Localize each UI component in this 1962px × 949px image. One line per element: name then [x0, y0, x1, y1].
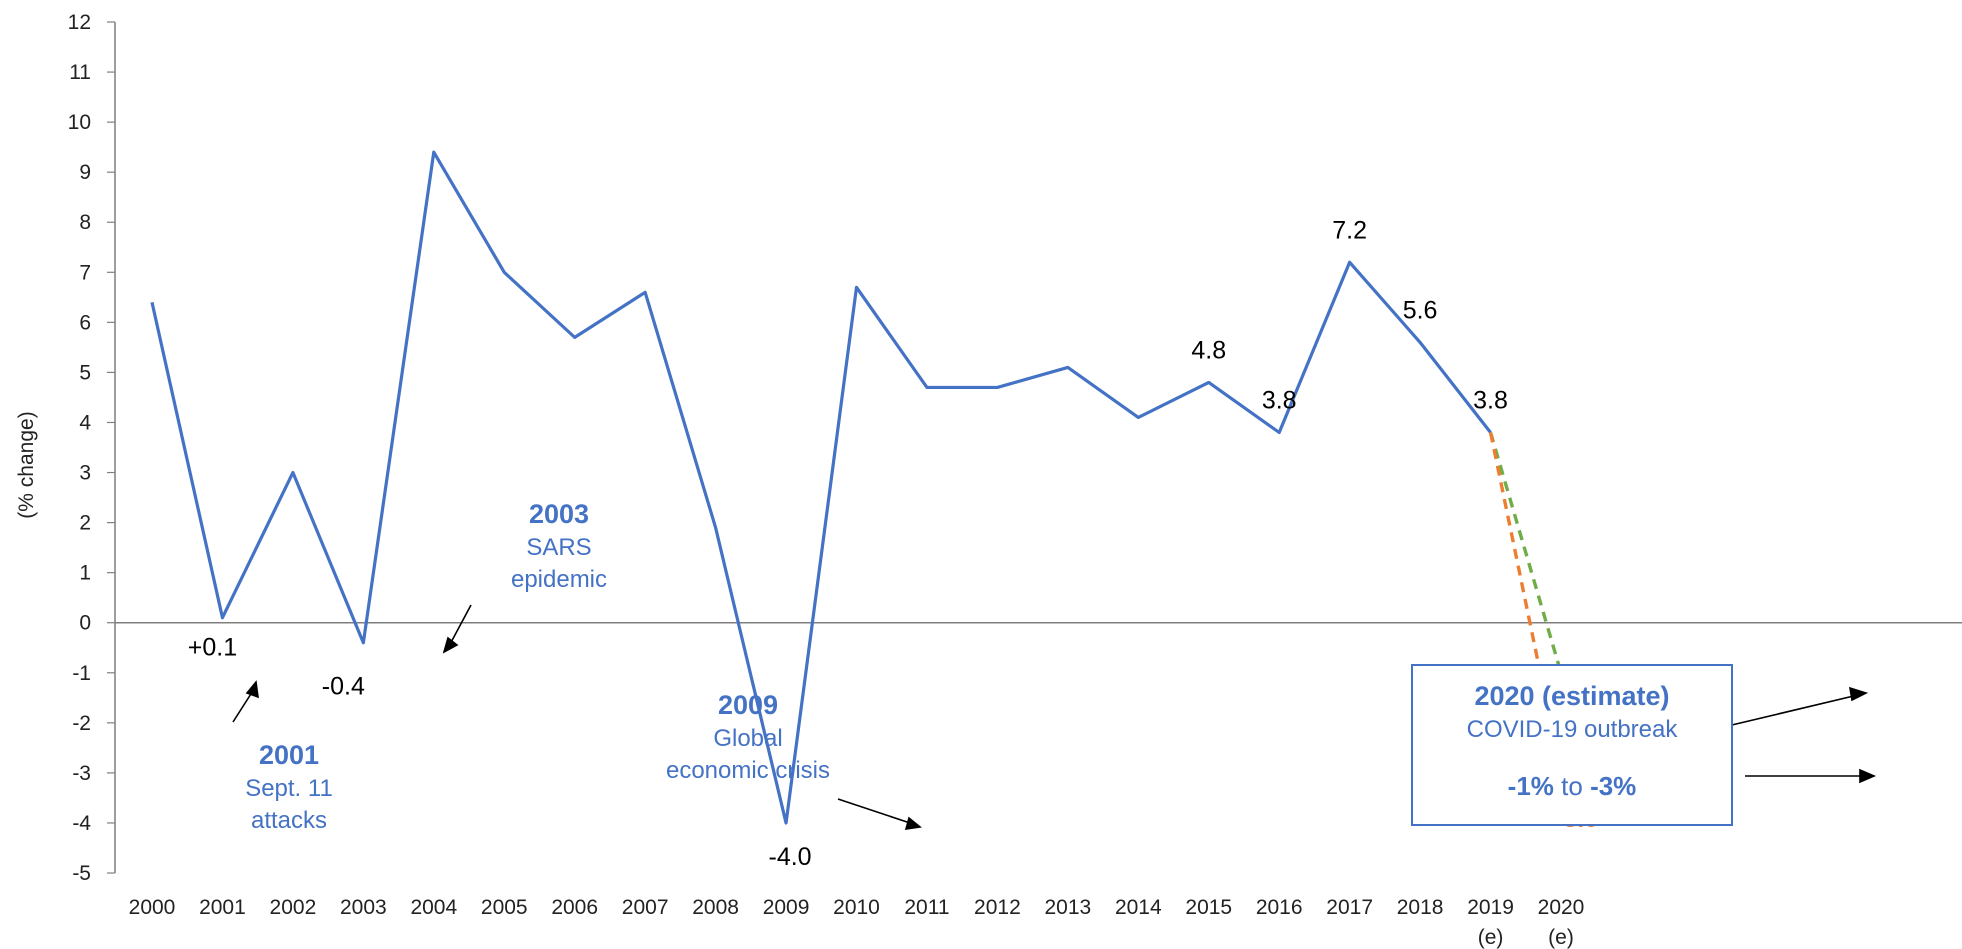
arrow-head-estimate-1 [1848, 686, 1869, 702]
data-labels: +0.1 -0.4 -4.0 4.8 3.8 7.2 5.6 3.8 [188, 216, 1508, 871]
annotation-2001-line-1: Sept. 11 [245, 775, 333, 802]
estimate-range-mid: to [1554, 771, 1590, 801]
series-line [150, 150, 1492, 825]
data-label: 5.6 [1403, 296, 1438, 324]
arrows [232, 604, 1877, 830]
y-tick-label: 2 [79, 512, 91, 535]
estimate-box: 2020 (estimate) COVID-19 outbreak -1% to… [1411, 664, 1733, 826]
x-tick-label: 2001 [199, 896, 246, 919]
y-tick-label: 10 [68, 111, 91, 134]
y-tick-label: -1 [72, 662, 91, 685]
x-tick-label: 2016 [1256, 896, 1303, 919]
axes [107, 21, 1962, 874]
x-tick-label: 2009 [763, 896, 810, 919]
data-label: 7.2 [1332, 216, 1367, 244]
annotation-2009: 2009 Global economic crisis [666, 690, 830, 784]
arrow-head-2009 [904, 816, 922, 830]
annotation-2003-line-1: SARS [526, 534, 591, 561]
y-tick-label: 5 [79, 361, 91, 384]
data-label: 4.8 [1191, 336, 1226, 364]
x-tick-sublabel: (e) [1548, 926, 1574, 949]
x-tick-label: 2013 [1044, 896, 1091, 919]
data-label: +0.1 [188, 634, 237, 662]
estimate-box-subtitle: COVID-19 outbreak [1467, 716, 1679, 743]
annotation-2003-year: 2003 [529, 499, 589, 529]
annotation-2009-year: 2009 [718, 690, 778, 720]
y-tick-label: 12 [68, 11, 91, 34]
annotation-2009-line-2: economic crisis [666, 757, 830, 784]
x-tick-label: 2008 [692, 896, 739, 919]
estimate-box-frame [1411, 664, 1733, 826]
data-label: 3.8 [1262, 386, 1297, 414]
x-tick-label: 2015 [1185, 896, 1232, 919]
arrow-head-estimate-2 [1859, 768, 1877, 784]
x-tick-label: 2004 [410, 896, 457, 919]
x-tick-label: 2017 [1326, 896, 1373, 919]
projection-line [1488, 432, 1563, 674]
arrow-2009 [837, 798, 917, 826]
y-tick-label: -3 [72, 762, 91, 785]
x-tick-label: 2002 [270, 896, 317, 919]
annotation-2003: 2003 SARS epidemic [511, 499, 607, 593]
y-axis-title: (% change) [15, 411, 38, 518]
estimate-range-to: -3% [1590, 771, 1636, 801]
y-tick-label: 6 [79, 311, 91, 334]
annotation-2003-line-2: epidemic [511, 566, 607, 593]
x-tick-label: 2006 [551, 896, 598, 919]
y-tick-label: 0 [79, 612, 91, 635]
y-tick-label: 4 [79, 411, 91, 434]
x-tick-label: 2010 [833, 896, 880, 919]
annotation-2001-year: 2001 [259, 740, 319, 770]
x-tick-label: 2011 [904, 896, 949, 919]
x-tick-label: 2005 [481, 896, 528, 919]
y-tick-label: 11 [69, 61, 91, 84]
x-tick-label: 2018 [1397, 896, 1444, 919]
x-tick-labels: 2000 2001 2002 2003 2004 2005 2006 2007 2008 2009… [129, 896, 1585, 949]
series-layer [150, 150, 1492, 825]
y-tick-label: -2 [72, 712, 91, 735]
x-tick-label: 2014 [1115, 896, 1162, 919]
y-tick-label: -4 [72, 812, 91, 835]
estimate-box-range: -1% to -3% [1508, 771, 1637, 801]
y-tick-label: 8 [79, 211, 91, 234]
arrow-estimate-1 [1714, 693, 1863, 730]
arrow-head-2003 [442, 636, 459, 654]
y-tick-label: 1 [79, 562, 91, 585]
x-tick-label: 2012 [974, 896, 1021, 919]
y-tick-label: 7 [79, 261, 91, 284]
x-tick-label: 2020 [1538, 896, 1585, 919]
y-tick-label: -5 [72, 862, 91, 885]
data-label: 3.8 [1473, 386, 1508, 414]
annotation-2001: 2001 Sept. 11 attacks [245, 740, 333, 834]
x-tick-sublabel: (e) [1478, 926, 1504, 949]
data-label: -4.0 [769, 843, 812, 871]
x-tick-label: 2007 [622, 896, 669, 919]
x-tick-label: 2000 [129, 896, 176, 919]
annotation-2001-line-2: attacks [251, 807, 327, 834]
arrow-head-2001 [245, 680, 259, 699]
data-label: -0.4 [322, 673, 365, 701]
y-tick-label: 9 [79, 161, 91, 184]
y-tick-label: 3 [79, 462, 91, 485]
x-tick-label: 2019 [1467, 896, 1514, 919]
estimate-range-from: -1% [1508, 771, 1554, 801]
x-tick-label: 2003 [340, 896, 387, 919]
annotation-2009-line-1: Global [713, 725, 782, 752]
estimate-box-title: 2020 (estimate) [1474, 681, 1669, 711]
